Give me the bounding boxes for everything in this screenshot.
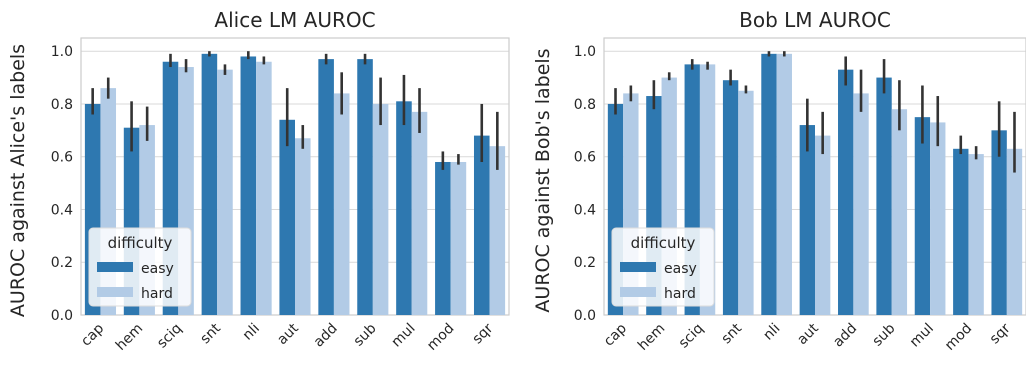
alice-bar-hard-nli	[256, 61, 272, 315]
bob-bar-easy-sqr	[991, 130, 1007, 315]
alice-legend-label-hard: hard	[141, 286, 173, 302]
bob-bar-hard-add	[853, 93, 869, 316]
alice-bar-easy-add	[318, 59, 334, 315]
alice-legend-swatch-hard	[97, 287, 133, 297]
bob-bar-easy-mod	[953, 148, 969, 315]
bob-legend-box	[611, 227, 715, 307]
bob-xtick-label: add	[830, 321, 860, 351]
alice-xtick-label: sub	[351, 320, 380, 349]
alice-xtick-label: mul	[389, 321, 419, 351]
alice-xtick-label: mod	[424, 321, 457, 354]
alice-xtick-label: sqr	[470, 320, 497, 347]
bob-xtick-label: cap	[601, 320, 630, 349]
bob-bar-easy-mul	[914, 117, 931, 316]
bob-xtick-label: hem	[635, 321, 668, 354]
bob-bar-hard-mod	[968, 154, 984, 315]
alice-xtick-label: hem	[113, 321, 146, 354]
bob-xtick-label: nli	[760, 321, 783, 344]
alice-bar-hard-mul	[411, 111, 428, 315]
bob-legend-title: difficulty	[631, 234, 696, 252]
alice-ytick-label: 0.6	[51, 150, 73, 166]
alice-chart-title: Alice LM AUROC	[214, 8, 375, 32]
bob-bar-easy-nli	[761, 53, 777, 315]
bob-legend-swatch-hard	[620, 287, 656, 297]
bob-ytick-label: 0.0	[574, 308, 596, 324]
bob-bar-easy-sub	[876, 77, 892, 315]
bob-chart-title: Bob LM AUROC	[739, 8, 891, 32]
alice-ytick-label: 0.8	[51, 97, 73, 113]
bob-xtick-label: aut	[794, 320, 822, 348]
alice-legend-title: difficulty	[108, 234, 173, 252]
alice-xtick-label: sciq	[154, 321, 185, 352]
alice-legend-label-easy: easy	[141, 261, 174, 277]
alice-bar-hard-aut	[295, 138, 311, 315]
alice-ytick-label: 1.0	[51, 44, 73, 60]
alice-legend-box	[88, 227, 192, 307]
alice-xtick-label: cap	[78, 320, 107, 349]
alice-xtick-label: snt	[197, 320, 224, 347]
bob-xtick-label: sqr	[987, 320, 1014, 347]
alice-ytick-label: 0.4	[51, 202, 73, 218]
bob-bar-easy-add	[838, 69, 854, 316]
alice-bar-easy-nli	[240, 56, 257, 315]
alice-bar-hard-snt	[217, 69, 233, 316]
bob-xtick-label: sub	[870, 320, 899, 349]
bob-xtick-label: mod	[942, 321, 975, 354]
bob-ytick-label: 0.6	[574, 150, 596, 166]
alice-bar-hard-sqr	[489, 146, 506, 315]
bob-bar-easy-snt	[722, 80, 739, 315]
alice-bar-easy-mod	[435, 161, 451, 315]
bob-bar-easy-aut	[799, 125, 815, 315]
alice-xtick-label: add	[311, 321, 341, 351]
bob-bar-hard-sub	[891, 109, 908, 315]
bob-ytick-label: 0.2	[574, 255, 596, 271]
bob-ytick-label: 0.4	[574, 202, 596, 218]
bob-panel: 0.0 0.2 0.4 0.6 0.8 1.0 Bob LM AUROC AUROC agai…	[532, 8, 1026, 354]
bob-xtick-label: mul	[907, 321, 937, 351]
alice-ytick-label: 0.2	[51, 255, 73, 271]
bob-bar-hard-sqr	[1006, 148, 1023, 315]
bob-bar-hard-snt	[738, 90, 754, 315]
bob-legend: difficulty easy hard	[611, 227, 715, 307]
alice-bar-easy-sub	[357, 59, 373, 315]
alice-xtick-label: aut	[274, 320, 302, 348]
alice-xtick-label: nli	[240, 321, 263, 344]
alice-bar-hard-mod	[450, 161, 467, 315]
alice-bar-easy-snt	[201, 53, 218, 315]
bob-legend-label-easy: easy	[664, 261, 697, 277]
alice-panel: 0.0 0.2 0.4 0.6 0.8 1.0 Alice LM AUROC AUROC ag…	[7, 8, 510, 354]
alice-bar-hard-sub	[372, 103, 389, 315]
alice-legend: difficulty easy hard	[88, 227, 192, 307]
alice-bar-easy-mul	[396, 101, 412, 315]
bob-ytick-label: 1.0	[574, 44, 596, 60]
bob-xtick-label: snt	[718, 320, 745, 347]
bob-bar-hard-aut	[815, 135, 831, 315]
alice-y-axis-label: AUROC against Alice's labels	[7, 44, 29, 317]
bob-legend-label-hard: hard	[664, 286, 696, 302]
bob-xtick-label: sciq	[676, 321, 707, 352]
bob-y-axis-label: AUROC against Bob's labels	[532, 48, 554, 312]
alice-ytick-label: 0.0	[51, 308, 73, 324]
alice-legend-swatch-easy	[97, 262, 133, 272]
bob-bar-hard-nli	[776, 53, 792, 315]
bob-ytick-label: 0.8	[574, 97, 596, 113]
bob-bar-hard-mul	[930, 122, 946, 316]
alice-bar-easy-sqr	[473, 135, 490, 315]
alice-bar-hard-add	[333, 93, 350, 316]
alice-bar-easy-aut	[279, 119, 295, 316]
bob-legend-swatch-easy	[620, 262, 656, 272]
